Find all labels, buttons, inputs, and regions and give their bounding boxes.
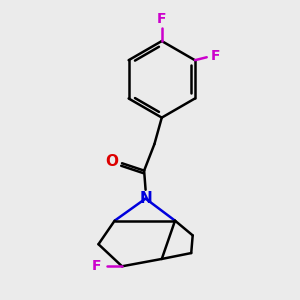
Text: F: F — [92, 259, 101, 273]
Text: O: O — [106, 154, 118, 169]
Text: F: F — [157, 12, 166, 26]
Text: N: N — [139, 191, 152, 206]
Text: F: F — [211, 49, 220, 63]
